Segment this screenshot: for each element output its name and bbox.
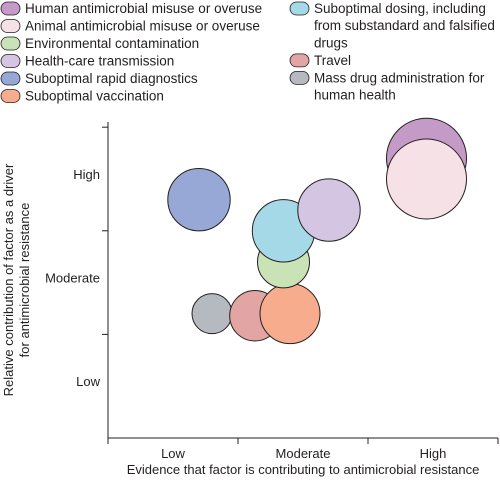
legend-item-mass-drug-administration-for-human-health: Mass drug administration for human health	[289, 70, 485, 103]
legend-item-health-care-transmission: Health-care transmission	[0, 54, 174, 69]
legend-item-animal-antimicrobial-misuse-or-overuse: Animal antimicrobial misuse or overuse	[0, 19, 260, 34]
legend-swatch	[0, 36, 21, 51]
bubble-mass-drug-administration-for-human-health	[191, 293, 233, 335]
axis-ticks: Low Moderate High Low Moderate High	[45, 126, 499, 461]
y-tick-label-high: High	[73, 167, 100, 182]
bubble-animal-antimicrobial-misuse-or-overuse	[386, 138, 467, 220]
legend-label: Health-care transmission	[25, 54, 174, 69]
x-tick-label-moderate: Moderate	[276, 446, 331, 461]
legend-swatch	[0, 1, 21, 16]
bubble-suboptimal-rapid-diagnostics	[167, 168, 231, 232]
legend-swatch	[0, 89, 21, 103]
legend-label: Mass drug administration for human health	[314, 70, 485, 102]
legend-swatch	[289, 1, 310, 16]
legend-label: Animal antimicrobial misuse or overuse	[25, 19, 260, 34]
y-axis-title: Relative contribution of factor as a dri…	[1, 163, 32, 396]
legend: Human antimicrobial misuse or overuse Ani…	[0, 1, 495, 104]
legend-label: Environmental contamination	[25, 36, 199, 51]
legend-label: Suboptimal vaccination	[25, 89, 164, 104]
legend-item-environmental-contamination: Environmental contamination	[0, 36, 199, 51]
bubble-suboptimal-vaccination	[259, 283, 321, 345]
plot-area: Low Moderate High Low Moderate High	[45, 117, 499, 461]
legend-item-suboptimal-dosing-including-from-substandard-and-falsified-drugs: Suboptimal dosing, including from substan…	[289, 1, 495, 50]
legend-swatch	[0, 54, 21, 68]
legend-label: Suboptimal dosing, including from substan…	[314, 1, 495, 50]
bubble-health-care-transmission	[297, 178, 361, 242]
x-tick-label-high: High	[420, 446, 447, 461]
legend-swatch	[289, 53, 310, 68]
x-tick-label-low: Low	[161, 446, 185, 461]
y-tick-label-moderate: Moderate	[45, 270, 100, 285]
legend-swatch	[289, 71, 310, 85]
legend-item-suboptimal-rapid-diagnostics: Suboptimal rapid diagnostics	[0, 71, 198, 86]
x-axis-title: Evidence that factor is contributing to …	[127, 462, 480, 477]
legend-item-suboptimal-vaccination: Suboptimal vaccination	[0, 89, 164, 104]
legend-swatch	[0, 71, 21, 86]
legend-label: Travel	[314, 53, 351, 68]
legend-item-travel: Travel	[289, 53, 351, 68]
legend-swatch	[0, 19, 21, 33]
bubbles	[167, 117, 467, 345]
legend-label: Human antimicrobial misuse or overuse	[25, 1, 262, 16]
legend-label: Suboptimal rapid diagnostics	[25, 71, 198, 86]
legend-item-human-antimicrobial-misuse-or-overuse: Human antimicrobial misuse or overuse	[0, 1, 262, 16]
y-tick-label-low: Low	[76, 374, 100, 389]
